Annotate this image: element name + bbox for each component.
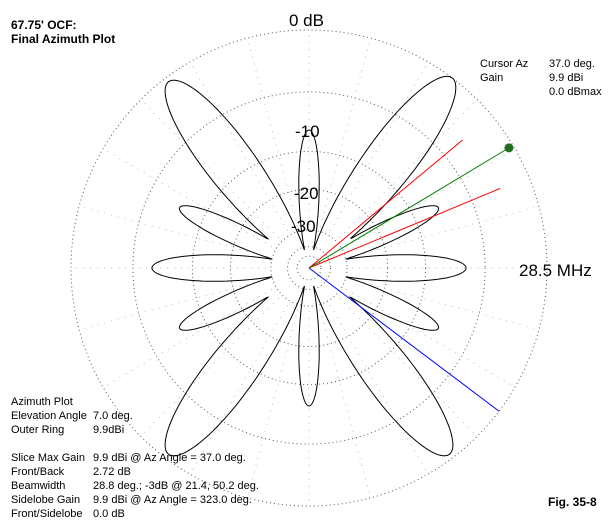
cursor-line	[308, 147, 510, 269]
plot-title-line2: Final Azimuth Plot	[11, 32, 116, 46]
front-sidelobe-label: Front/Sidelobe	[11, 508, 83, 520]
angle-spoke	[140, 297, 280, 437]
cursor-gain-label: Gain	[480, 72, 504, 84]
ring-label-minus20: -20	[294, 184, 319, 203]
beamwidth-value: 28.8 deg.; -3dB @ 21.4, 50.2 deg.	[93, 480, 259, 492]
frequency-label: 28.5 MHz	[519, 261, 592, 280]
angle-spoke	[350, 278, 540, 331]
outer-ring-value: 9.9dBi	[93, 424, 125, 436]
front-back-label: Front/Back	[11, 466, 65, 478]
beamwidth-label: Beamwidth	[11, 480, 66, 492]
cursor-az-label: Cursor Az	[480, 58, 529, 70]
angle-spoke	[319, 37, 372, 227]
angle-spoke	[246, 37, 299, 227]
range-ring	[296, 255, 322, 281]
ring-label-minus10: -10	[295, 122, 320, 141]
angle-spoke	[102, 148, 273, 248]
angle-spoke	[329, 304, 429, 475]
range-ring	[270, 229, 348, 307]
outer-ring-label: Outer Ring	[11, 424, 65, 436]
figure-label: Fig. 35-8	[548, 495, 597, 509]
cursor-az-value: 37.0 deg.	[549, 58, 595, 70]
slice-max-gain-label: Slice Max Gain	[11, 452, 85, 464]
beamwidth-line-lower	[308, 187, 501, 269]
plot-title-line1: 67.75' OCF:	[11, 18, 77, 32]
radiation-pattern	[151, 75, 467, 457]
cursor-gain-value: 9.9 dBi	[549, 72, 584, 84]
range-ring	[70, 29, 548, 507]
range-ring	[287, 246, 331, 290]
ring-label-0db: 0 dB	[289, 11, 324, 30]
ring-label-minus30: -30	[291, 217, 316, 236]
front-sidelobe-value: 0.0 dB	[93, 508, 125, 520]
range-ring	[191, 150, 427, 386]
angle-spoke	[140, 99, 280, 239]
angle-spoke	[338, 297, 478, 437]
angle-spoke	[319, 309, 372, 499]
front-back-value: 2.72 dB	[93, 466, 131, 478]
beamwidth-line-upper	[308, 139, 463, 269]
angle-spoke	[338, 99, 478, 239]
slice-max-gain-value: 9.9 dBi @ Az Angle = 37.0 deg.	[93, 452, 246, 464]
angle-spoke	[102, 288, 273, 388]
sidelobe-line	[308, 267, 500, 412]
angle-spoke	[350, 205, 540, 258]
cursor-marker[interactable]	[504, 143, 514, 153]
cursor-gain-relative: 0.0 dBmax	[549, 86, 602, 98]
sidelobe-gain-label: Sidelobe Gain	[11, 494, 81, 506]
angle-spoke	[345, 148, 516, 248]
angle-spoke	[345, 288, 516, 388]
angle-spoke	[189, 304, 289, 475]
elevation-angle-value: 7.0 deg.	[93, 410, 133, 422]
info-heading: Azimuth Plot	[11, 396, 73, 408]
angle-spoke	[189, 61, 289, 232]
sidelobe-gain-value: 9.9 dBi @ Az Angle = 323.0 deg.	[93, 494, 252, 506]
elevation-angle-label: Elevation Angle	[11, 410, 87, 422]
